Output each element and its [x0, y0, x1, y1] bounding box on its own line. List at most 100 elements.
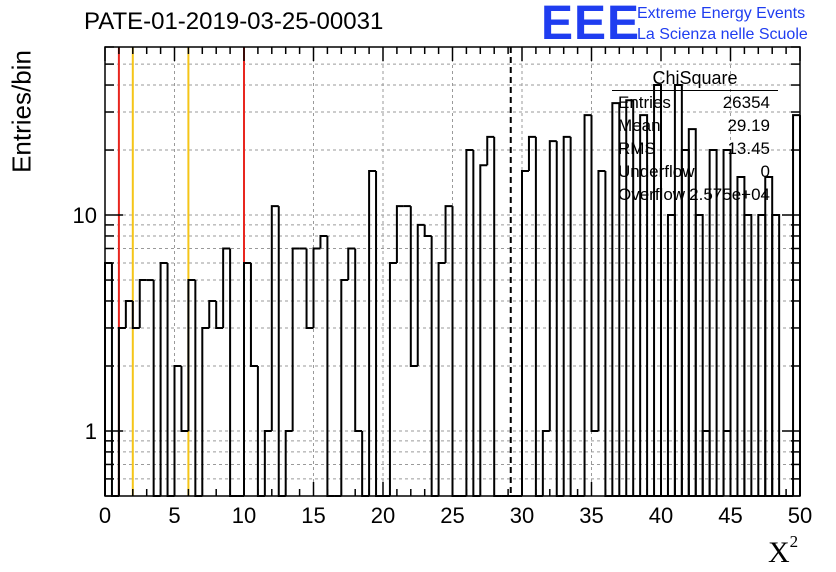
x-tick-label: 5 — [168, 503, 180, 528]
histogram-bin — [243, 261, 251, 496]
histogram-bin — [743, 214, 753, 496]
stats-box: ChiSquare Entries 26354 Mean 29.19 RMS 1… — [612, 68, 778, 208]
histogram-bin — [388, 261, 397, 496]
histogram-bin — [437, 261, 446, 496]
x-axis-label: X2 — [768, 532, 798, 570]
histogram-bin — [590, 115, 599, 432]
stats-value: 0 — [760, 162, 770, 181]
x-axis-label-base: X — [768, 536, 790, 569]
histogram-bin — [354, 248, 363, 432]
histogram-bin — [305, 248, 314, 329]
histogram-bin — [249, 262, 258, 367]
histogram-bin — [104, 261, 112, 496]
stats-value: 26354 — [722, 93, 770, 112]
logo-mark: EEE — [541, 0, 641, 50]
histogram-bin — [527, 135, 536, 171]
stats-key: Overflow — [618, 185, 686, 204]
x-tick-label: 20 — [371, 503, 395, 528]
y-tick-label: 10 — [73, 203, 97, 228]
histogram-bin — [319, 234, 328, 249]
histogram-bin — [263, 429, 272, 496]
stats-key: Entries — [618, 93, 671, 112]
histogram-bin — [395, 205, 404, 263]
histogram-bin — [187, 279, 196, 431]
y-tick-label: 1 — [85, 419, 97, 444]
x-tick-label: 35 — [579, 503, 603, 528]
histogram-bin — [284, 429, 293, 496]
x-tick-label: 15 — [301, 503, 325, 528]
stats-value: 29.19 — [727, 116, 770, 135]
x-tick-label: 50 — [788, 503, 812, 528]
histogram-bin — [423, 224, 432, 237]
stats-value: 13.45 — [727, 139, 770, 158]
histogram-bin — [569, 136, 578, 497]
histogram-bin — [166, 262, 175, 497]
histogram-bin — [792, 114, 800, 496]
histogram-bin — [444, 205, 453, 263]
histogram-bin — [201, 326, 210, 496]
x-tick-label: 0 — [99, 503, 111, 528]
histogram-bin — [173, 364, 182, 496]
histogram-bin — [194, 280, 203, 497]
chart-title: PATE-01-2019-03-25-00031 — [84, 8, 384, 35]
y-axis-label: Entries/bin — [6, 50, 37, 173]
histogram-bin — [611, 102, 621, 496]
histogram-bin — [562, 135, 571, 496]
histogram-bin — [270, 205, 279, 431]
histogram-bin — [229, 248, 238, 497]
x-tick-label: 40 — [649, 503, 673, 528]
histogram-bin — [541, 429, 550, 496]
histogram-bin — [215, 300, 224, 329]
histogram-bin — [222, 247, 231, 328]
stats-row-entries: Entries 26354 — [612, 93, 778, 116]
histogram-bin — [465, 149, 474, 496]
histogram-bin — [472, 150, 481, 497]
stats-row-rms: RMS 13.45 — [612, 139, 778, 162]
histogram-bin — [653, 84, 662, 496]
x-tick-label: 10 — [232, 503, 256, 528]
histogram-bin — [639, 114, 649, 496]
histogram-bin — [131, 300, 140, 329]
stats-value: 2.575e+04 — [689, 185, 770, 204]
histogram-bin — [666, 214, 676, 496]
histogram-bin — [771, 214, 781, 496]
histogram-bin — [521, 169, 529, 496]
histogram-bin — [451, 206, 460, 497]
histogram-bin — [555, 141, 564, 497]
histogram-bin — [110, 262, 119, 497]
stats-row-mean: Mean 29.19 — [612, 116, 778, 139]
histogram-bin — [277, 206, 286, 497]
x-tick-label: 45 — [718, 503, 742, 528]
stats-key: Underflow — [618, 162, 695, 181]
stats-key: Mean — [618, 116, 661, 135]
x-tick-label: 25 — [440, 503, 464, 528]
histogram-bin — [312, 247, 321, 328]
histogram-bin — [493, 136, 502, 497]
histogram-bin — [416, 223, 425, 366]
histogram-bin — [291, 247, 300, 431]
histogram-bin — [375, 170, 383, 497]
histogram-bin — [708, 149, 718, 496]
histogram-bin — [583, 114, 592, 496]
stats-title: ChiSquare — [612, 68, 778, 91]
histogram-bin — [159, 261, 168, 496]
histogram-bin — [486, 135, 495, 166]
histogram-bin — [124, 299, 133, 328]
histogram-bin — [548, 140, 557, 431]
histogram-bin — [117, 326, 126, 496]
logo-line-2: La Scienza nelle Scuole — [637, 26, 808, 43]
histogram-bin — [368, 169, 377, 496]
histogram-bin — [208, 299, 217, 328]
histogram-bin — [152, 280, 161, 497]
histogram-bin — [479, 164, 488, 496]
histogram-bin — [534, 136, 543, 497]
histogram-bin — [347, 247, 356, 281]
histogram-bin — [138, 279, 147, 328]
histogram-bin — [694, 214, 704, 496]
histogram-bin — [340, 279, 349, 496]
histogram-bin — [625, 99, 635, 496]
histogram-bin — [409, 206, 418, 367]
histogram-bin — [180, 365, 189, 432]
